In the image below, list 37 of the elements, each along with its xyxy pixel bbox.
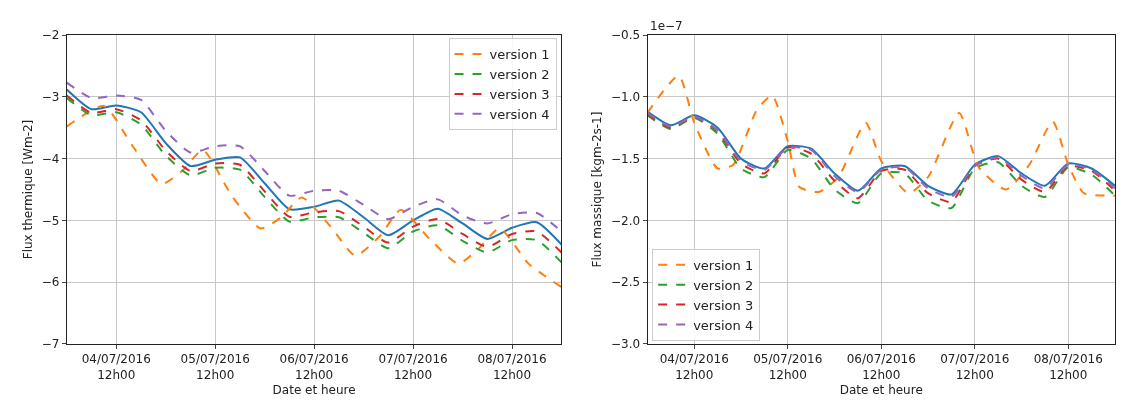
y-tick-label: −6 xyxy=(41,275,60,290)
y-tick-label: −1.0 xyxy=(610,90,641,105)
legend-label: version 1 xyxy=(489,47,550,63)
y-tick-label: −3 xyxy=(41,90,60,105)
x-tick-label: 05/07/2016 12h00 xyxy=(180,352,250,382)
x-tick-label: 07/07/2016 12h00 xyxy=(378,352,448,382)
x-tick-label: 06/07/2016 12h00 xyxy=(846,352,916,382)
legend-label: version 1 xyxy=(693,257,754,273)
x-tick-label: 07/07/2016 12h00 xyxy=(940,352,1010,382)
text: 1e−7 xyxy=(650,19,683,33)
y-tick-label: −2.5 xyxy=(610,275,641,290)
legend-label: version 3 xyxy=(489,86,550,102)
legend-label: version 4 xyxy=(489,106,550,122)
y-tick-label: −2.0 xyxy=(610,213,641,228)
y-tick-label: −7 xyxy=(41,337,60,352)
y-axis-title: Flux massique [kgm-2s-1] xyxy=(590,111,605,268)
legend-label: version 2 xyxy=(489,67,550,83)
x-tick-label: 08/07/2016 12h00 xyxy=(1033,352,1103,382)
y-tick-label: −3.0 xyxy=(610,337,641,352)
x-axis-title: Date et heure xyxy=(272,382,356,397)
y-tick-label: −1.5 xyxy=(610,151,641,166)
legend-label: version 3 xyxy=(693,297,754,313)
x-tick-label: 04/07/2016 12h00 xyxy=(81,352,151,382)
x-tick-label: 05/07/2016 12h00 xyxy=(753,352,823,382)
legend-label: version 2 xyxy=(693,277,754,293)
x-tick-label: 06/07/2016 12h00 xyxy=(279,352,349,382)
x-tick-label: 08/07/2016 12h00 xyxy=(477,352,547,382)
line-series xyxy=(647,74,1116,197)
y-tick-label: −4 xyxy=(41,151,60,166)
y-tick-label: −2 xyxy=(41,28,60,43)
x-tick-label: 04/07/2016 12h00 xyxy=(659,352,729,382)
legend-label: version 4 xyxy=(693,317,754,333)
y-tick-label: −5 xyxy=(41,213,60,228)
line-series xyxy=(66,105,562,289)
y-tick-label: −0.5 xyxy=(610,28,641,43)
x-axis-title: Date et heure xyxy=(839,382,923,397)
y-axis-title: Flux thermique [Wm-2] xyxy=(20,119,35,260)
